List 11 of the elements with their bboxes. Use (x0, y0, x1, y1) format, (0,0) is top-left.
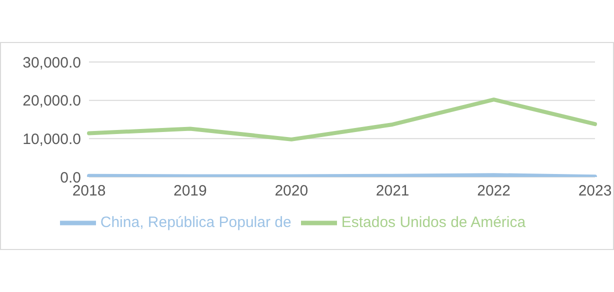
x-tick-label: 2022 (477, 182, 510, 200)
x-tick-label: 2020 (274, 182, 308, 200)
legend-label: Estados Unidos de América (341, 214, 526, 231)
y-tick-label: 30,000.0 (22, 54, 81, 72)
legend-label: China, República Popular de (100, 214, 292, 231)
x-tick-label: 2021 (376, 182, 410, 200)
y-tick-label: 20,000.0 (22, 92, 81, 110)
x-tick-label: 2019 (174, 182, 207, 200)
x-tick-label: 2023 (578, 182, 612, 200)
line-series (87, 98, 597, 142)
y-tick-label: 10,000.0 (22, 130, 81, 148)
